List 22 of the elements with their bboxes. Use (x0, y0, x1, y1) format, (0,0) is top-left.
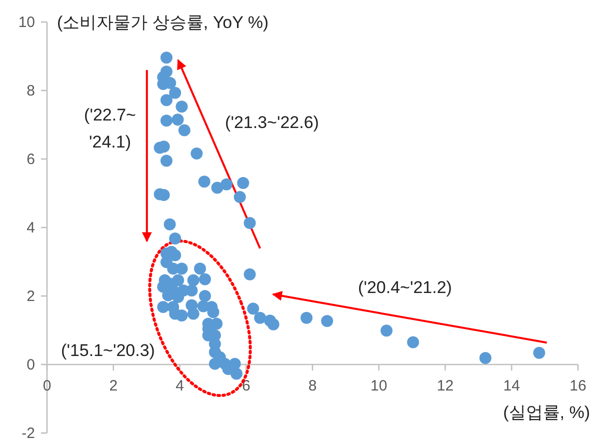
annotation: ('20.4~'21.2) (358, 278, 452, 297)
x-tick-label: 10 (370, 378, 388, 394)
y-tick-label: -2 (22, 425, 35, 442)
y-tick-label: 8 (26, 82, 35, 100)
x-axis-title: (실업률, %) (503, 403, 590, 422)
y-tick-label: 2 (26, 288, 35, 305)
x-tick-label: 8 (308, 378, 317, 394)
y-tick-label: 10 (18, 14, 35, 31)
x-tick-label: 14 (503, 378, 520, 394)
x-tick-label: 16 (570, 378, 586, 394)
x-tick-label: 12 (436, 378, 454, 394)
y-tick-label: 4 (26, 220, 35, 236)
x-tick-label: 6 (242, 378, 250, 394)
x-tick-label: 4 (176, 378, 184, 394)
annotation: ('21.3~'22.6) (225, 113, 319, 132)
annotation: ('15.1~'20.3) (61, 341, 155, 360)
annotation: ('22.7~ '24.1) (84, 106, 136, 152)
x-tick-label: 0 (42, 378, 52, 394)
y-tick-label: 0 (26, 356, 35, 374)
y-tick-label: 6 (26, 151, 35, 168)
y-axis-title: (소비자물가 상승률, YoY %) (57, 13, 269, 32)
x-tick-label: 2 (109, 378, 118, 394)
